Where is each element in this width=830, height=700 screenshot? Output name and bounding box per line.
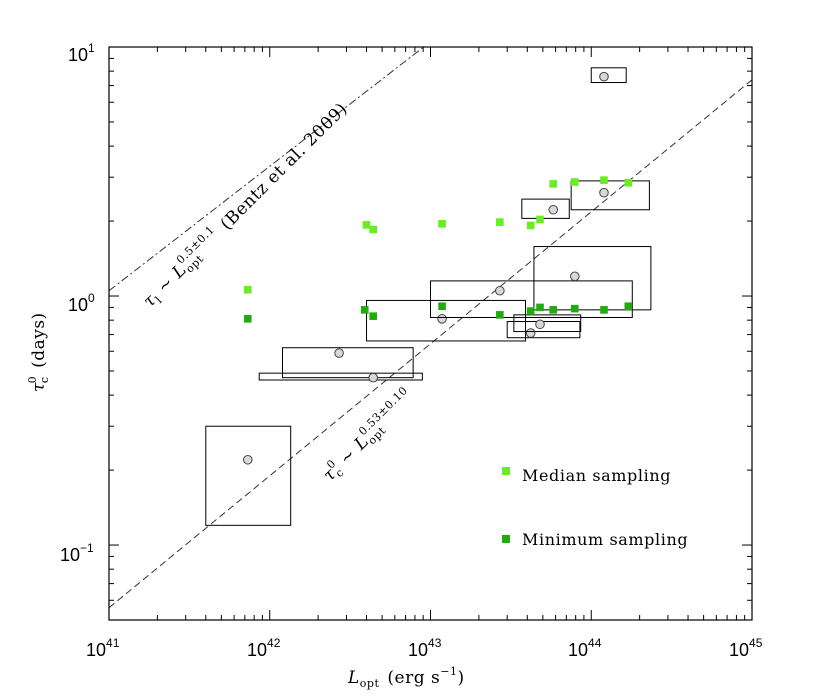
legend: Median sampling Minimum sampling xyxy=(502,466,688,549)
median-sampling-point xyxy=(438,219,446,228)
y-tick-labels: 10−1 100 101 xyxy=(60,41,95,565)
minimum-sampling-point xyxy=(536,303,544,312)
y-tick-label: 100 xyxy=(68,291,95,315)
x-tick-label: 1045 xyxy=(729,636,763,660)
legend-swatch-minimum xyxy=(502,535,510,543)
x-tick-label: 1044 xyxy=(568,636,602,660)
measured-points xyxy=(205,67,652,526)
fit-line-label: τc0∼Lopt0.53±0.10 xyxy=(317,384,420,487)
legend-swatch-median xyxy=(502,467,510,475)
measured-point xyxy=(548,204,559,215)
median-sampling-point xyxy=(570,178,579,186)
measured-point xyxy=(525,328,536,338)
minimum-sampling-point xyxy=(360,306,369,314)
measured-point xyxy=(599,187,609,198)
y-axis-label: τc0(days) xyxy=(26,312,51,392)
error-box xyxy=(258,372,423,381)
error-box xyxy=(366,299,527,342)
error-box xyxy=(521,198,570,219)
median-sampling-point xyxy=(624,178,633,187)
error-box xyxy=(533,246,652,311)
legend-label-minimum: Minimum sampling xyxy=(522,530,688,549)
minimum-sampling-points xyxy=(243,302,633,323)
y-tick-label: 10−1 xyxy=(60,541,94,565)
minimum-sampling-point xyxy=(369,312,377,320)
measured-point xyxy=(334,348,344,358)
measured-point xyxy=(437,314,447,324)
minimum-sampling-point xyxy=(438,302,446,311)
minimum-sampling-point xyxy=(549,306,558,314)
median-sampling-point xyxy=(600,176,608,184)
median-sampling-point xyxy=(243,285,252,294)
minimum-sampling-point xyxy=(496,311,504,319)
minimum-sampling-point xyxy=(624,302,633,311)
minimum-sampling-point xyxy=(600,306,608,314)
error-box xyxy=(281,347,414,379)
minimum-sampling-point xyxy=(243,315,252,323)
plot-frame xyxy=(108,46,753,621)
measured-point xyxy=(569,271,580,282)
measured-point xyxy=(599,71,609,82)
median-sampling-point xyxy=(496,218,504,226)
error-box xyxy=(590,67,627,84)
x-tick-labels: 1041 1042 1043 1044 1045 xyxy=(86,636,763,660)
bentz-line-label: τl∼Lopt0.5±0.1(Bentz et al. 2009) xyxy=(137,96,354,313)
median-sampling-point xyxy=(536,215,544,224)
median-sampling-point xyxy=(362,221,371,229)
error-box xyxy=(430,280,633,318)
x-tick-label: 1041 xyxy=(86,636,120,660)
median-sampling-point xyxy=(369,225,377,234)
minimum-sampling-point xyxy=(570,304,579,313)
legend-label-median: Median sampling xyxy=(522,466,671,485)
x-axis-label: Lopt (erg s−1) xyxy=(347,665,465,690)
error-box xyxy=(570,180,650,211)
median-sampling-point xyxy=(526,221,535,230)
error-box xyxy=(205,425,292,526)
measured-point xyxy=(495,285,505,296)
error-box xyxy=(513,314,582,333)
y-tick-label: 101 xyxy=(68,41,95,65)
measured-point xyxy=(535,319,545,330)
minimum-sampling-point xyxy=(526,307,535,315)
x-tick-label: 1042 xyxy=(247,636,281,660)
measured-point xyxy=(242,454,253,465)
x-tick-label: 1043 xyxy=(408,636,442,660)
median-sampling-point xyxy=(549,180,558,188)
median-sampling-points xyxy=(243,176,633,294)
fit-relation-line xyxy=(109,79,752,609)
measured-point xyxy=(368,372,378,383)
